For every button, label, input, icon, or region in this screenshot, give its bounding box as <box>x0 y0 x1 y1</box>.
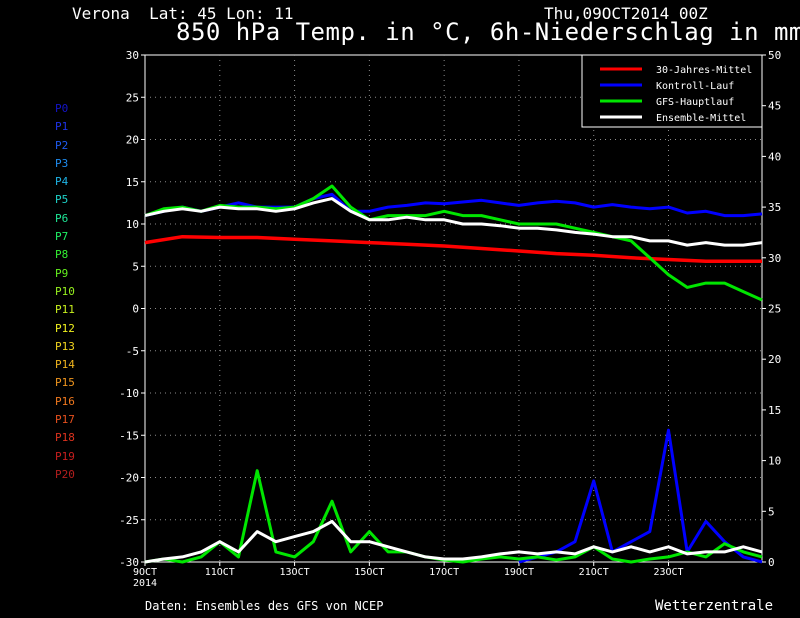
y-left-tick-label: -5 <box>126 345 139 358</box>
y-right-tick-label: 45 <box>768 100 781 113</box>
member-label-p5: P5 <box>55 193 69 207</box>
y-left-tick-label: -30 <box>119 556 139 569</box>
member-label-p14: P14 <box>55 358 75 372</box>
y-left-tick-label: 25 <box>126 91 139 104</box>
brand-label: Wetterzentrale <box>655 598 774 614</box>
x-tick-label: 19OCT <box>504 567 534 578</box>
y-left-tick-label: -15 <box>119 429 139 442</box>
member-label-p3: P3 <box>55 156 69 170</box>
plot-frame <box>144 54 763 563</box>
y-left-tick-label: 10 <box>126 218 139 231</box>
member-label-p18: P18 <box>55 431 75 445</box>
x-tick-label: 9OCT <box>133 567 157 578</box>
member-label-p4: P4 <box>55 175 69 189</box>
y-left-tick-label: 15 <box>126 176 139 189</box>
legend-box <box>581 54 763 128</box>
ensemble-member-list: P0 P1 P2 P3 P4 P5 P6 P7 P8 P9 P10 P11 P12 P13 P14 P15 P1… <box>55 100 75 484</box>
member-label-p17: P17 <box>55 413 75 427</box>
y-right-tick-label: 30 <box>768 252 781 265</box>
x-tick-label: 21OCT <box>579 567 609 578</box>
x-tick-label: 23OCT <box>653 567 683 578</box>
precip-line-kontroll-lauf <box>518 428 763 564</box>
y-right-tick-label: 35 <box>768 201 781 214</box>
x-tick-label: 13OCT <box>280 567 310 578</box>
legend-label: GFS-Hauptlauf <box>656 97 734 108</box>
legend-label: 30-Jahres-Mittel <box>656 65 752 76</box>
member-label-p12: P12 <box>55 321 75 335</box>
member-label-p0: P0 <box>55 102 69 115</box>
precip-line-ensemble-mittel <box>144 519 763 564</box>
y-right-tick-label: 50 <box>768 49 781 62</box>
y-left-tick-label: -25 <box>119 514 139 527</box>
y-left-tick-label: 30 <box>126 49 139 62</box>
data-source-note: Daten: Ensembles des GFS von NCEP <box>145 599 384 613</box>
legend-label: Ensemble-Mittel <box>656 113 746 124</box>
member-label-p10: P10 <box>55 284 75 298</box>
x-tick-label: 15OCT <box>354 567 384 578</box>
legend: 30-Jahres-Mittel Kontroll-Lauf GFS-Hauptla… <box>581 54 763 128</box>
temp-line-gfs-hauptlauf <box>144 184 763 302</box>
y-left-tick-label: 20 <box>126 134 139 147</box>
y-right-tick-label: 10 <box>768 455 781 468</box>
y-left-tick-label: -20 <box>119 472 139 485</box>
y-left-tick-label: -10 <box>119 387 139 400</box>
y-right-tick-label: 25 <box>768 303 781 316</box>
member-label-p2: P2 <box>55 138 69 152</box>
y-axis-left: -30 -25 -20 -15 -10 -5 0 5 10 15 20 25 30 <box>119 49 145 569</box>
member-label-p20: P20 <box>55 467 75 481</box>
y-left-tick-label: 5 <box>132 260 139 273</box>
run-datetime: Thu,09OCT2014 00Z <box>544 4 708 23</box>
y-axis-right: 0 5 10 15 20 25 30 35 40 45 50 <box>762 49 781 569</box>
member-label-p8: P8 <box>55 248 69 262</box>
member-label-p11: P11 <box>55 303 75 317</box>
y-right-tick-label: 40 <box>768 150 781 163</box>
temp-line-ensemble-mittel <box>144 197 763 247</box>
y-right-tick-label: 0 <box>768 556 775 569</box>
x-tick-label: 11OCT <box>205 567 235 578</box>
x-axis: 9OCT 11OCT 13OCT 15OCT 17OCT 19OCT 21OCT 23OCT 2… <box>133 562 684 589</box>
member-label-p6: P6 <box>55 211 69 225</box>
y-right-tick-label: 20 <box>768 353 781 366</box>
member-label-p19: P19 <box>55 449 75 463</box>
temp-line-30-jahres-mittel <box>144 234 762 263</box>
precip-series-group <box>144 428 763 564</box>
station-label: Verona Lat: 45 Lon: 11 <box>72 4 294 23</box>
precip-line-gfs-hauptlauf <box>144 469 763 564</box>
y-right-tick-label: 5 <box>768 505 775 518</box>
y-left-tick-label: 0 <box>132 303 139 316</box>
x-year-label: 2014 <box>133 578 157 589</box>
member-label-p7: P7 <box>55 230 69 244</box>
member-label-p16: P16 <box>55 394 75 408</box>
temp-series-group <box>144 184 763 302</box>
member-label-p15: P15 <box>55 376 75 390</box>
temp-line-kontroll-lauf <box>144 192 763 218</box>
chart-title: 850 hPa Temp. in °C, 6h-Niederschlag in … <box>176 18 800 46</box>
member-label-p1: P1 <box>55 120 69 134</box>
member-label-p13: P13 <box>55 339 75 353</box>
member-label-p9: P9 <box>55 266 69 280</box>
y-right-tick-label: 15 <box>768 404 781 417</box>
x-tick-label: 17OCT <box>429 567 459 578</box>
legend-label: Kontroll-Lauf <box>656 81 734 92</box>
